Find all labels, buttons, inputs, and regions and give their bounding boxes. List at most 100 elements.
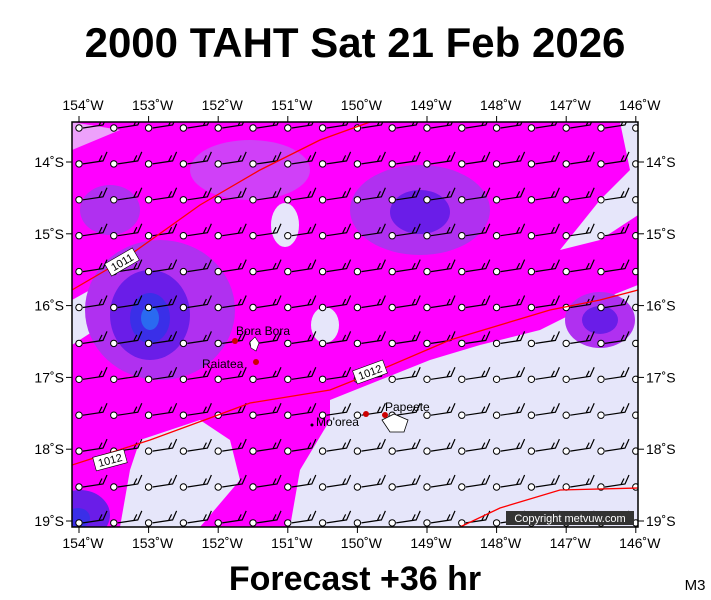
wind-barb [465,331,491,344]
station [75,124,83,132]
wind-barb [82,367,108,380]
station [75,339,83,348]
wind-barb [430,510,456,524]
lon-label: 146˚W [619,535,661,551]
wind-barb [291,259,317,273]
station [423,232,431,240]
wind-barb [396,474,421,488]
station [492,519,501,527]
station [284,232,292,240]
wind-barb [291,295,317,309]
station [527,303,536,312]
wind-barb [396,331,421,344]
station [75,196,83,204]
lat-label: 18˚S [646,441,676,457]
station [144,411,153,419]
lat-label: 17˚S [34,369,64,385]
station [458,411,466,419]
wind-barb [82,331,108,344]
wind-barb [430,367,456,380]
lat-label: 14˚S [34,154,64,170]
station [353,232,362,240]
station [632,196,638,204]
station [110,483,118,491]
wind-barb [570,402,595,416]
wind-barb [326,438,352,452]
wind-barb [117,223,143,237]
wind-barb [256,259,282,273]
station [562,375,570,383]
wind-barb [570,223,595,237]
wind-barb [361,259,386,273]
wind-barb [361,474,386,488]
station [214,483,222,491]
wind-barb [430,187,456,201]
station [214,375,222,383]
wind-barb [256,331,282,344]
station [527,160,536,168]
station [353,303,362,312]
wind-barb [256,187,282,201]
wind-barb [570,474,595,488]
wind-barb [500,151,526,165]
lon-label: 153˚W [132,535,174,551]
station [527,483,536,491]
wind-barb [465,438,491,452]
wind-barb [291,438,317,452]
wind-barb [256,367,282,380]
wind-barb [396,259,421,273]
wind-barb [500,402,526,416]
wind-barb [291,151,317,165]
station [353,196,362,204]
station [75,411,83,419]
wind-barb [117,402,143,416]
station [388,267,396,276]
footer: Forecast +36 hr [229,560,481,598]
place-label: Mo'orea [316,415,359,429]
wind-barb [117,510,143,524]
station [597,303,605,312]
wind-barb [187,223,212,237]
station [144,232,153,240]
station [632,375,638,383]
wind-barb [326,367,352,380]
station [214,124,222,132]
wind-barb [430,402,456,416]
wind-barb [222,367,247,380]
wind-barb [465,402,491,416]
station [353,447,362,455]
lon-label: 146˚W [619,97,661,113]
station [353,519,362,527]
wind-barb [465,295,491,309]
station [388,375,396,383]
wind-barb [535,223,560,237]
station [562,411,570,419]
station [458,232,466,240]
station [423,447,431,455]
station [284,339,292,348]
station [144,339,153,348]
station [597,267,605,276]
station [388,160,396,168]
lat-label: 18˚S [34,441,64,457]
station [632,124,638,132]
wind-barb [256,402,282,416]
wind-barb [256,510,282,524]
lon-label: 148˚W [480,535,522,551]
wind-barb [326,295,352,309]
station [388,447,396,455]
wind-barb [465,259,491,273]
wind-barb [396,367,421,380]
station [75,160,83,168]
lat-label: 17˚S [646,369,676,385]
station [284,447,292,455]
station [458,339,466,348]
station [492,411,501,419]
station [110,196,118,204]
station [214,519,222,527]
wind-barb [187,438,212,452]
station [318,160,327,168]
station [492,196,501,204]
wind-barb [535,438,560,452]
lon-label: 151˚W [271,97,313,113]
